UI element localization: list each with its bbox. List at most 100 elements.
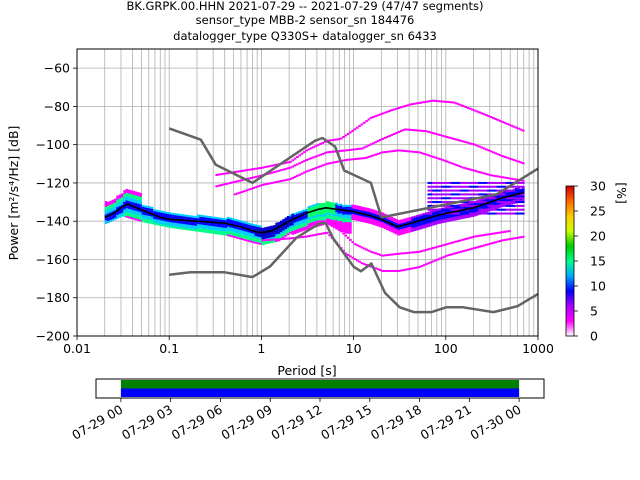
ppsd-cell [270,181,274,184]
ppsd-cell [302,226,306,229]
ppsd-cell [397,252,401,255]
ppsd-cell [226,224,230,227]
ppsd-cell [388,109,391,112]
ppsd-cell [360,218,364,221]
ppsd-cell [344,220,348,223]
ppsd-cell [185,222,189,225]
ppsd-cell [438,245,442,248]
ppsd-cell [201,224,205,227]
ppsd-cell [452,204,456,207]
ppsd-cell [284,161,288,164]
coverage-tick-label: 07-29 21 [418,402,474,443]
ppsd-cell [157,210,161,213]
ppsd-cell [450,241,454,244]
ppsd-cell [445,193,449,196]
ppsd-cell [519,185,523,188]
ppsd-cell [342,232,345,235]
ppsd-cell [462,203,465,206]
ppsd-cell [406,268,410,271]
ppsd-cell [362,209,366,212]
ppsd-cell [385,269,389,272]
ppsd-cell [344,218,348,221]
ppsd-cell [422,224,426,227]
ppsd-cell [286,167,290,170]
ppsd-cell [455,218,458,221]
ppsd-cell [358,217,361,220]
ppsd-cell [448,242,451,245]
ppsd-cell [127,208,131,211]
ppsd-cell [418,227,421,230]
ppsd-cell [284,227,288,230]
ppsd-cell [199,218,202,221]
ppsd-cell [328,215,331,218]
ppsd-cell [231,229,235,232]
ppsd-cell [505,230,509,233]
ppsd-cell [300,227,304,230]
ppsd-cell [494,175,497,178]
ppsd-cell [349,255,352,258]
ppsd-cell [422,130,426,133]
ppsd-cell [388,217,391,220]
ppsd-cell [215,218,218,221]
coverage-tick-label: 07-30 00 [467,402,523,443]
ppsd-cell [381,214,384,217]
ppsd-cell [494,232,497,235]
ppsd-cell [501,203,504,206]
ppsd-cell [155,209,159,212]
ppsd-cell [455,189,458,192]
ppsd-cell [296,174,299,177]
ppsd-cell [376,224,380,227]
ppsd-cell [316,210,320,213]
y-axis: −200−180−160−140−120−100−80−60 [36,61,77,344]
ppsd-cell [482,199,486,202]
ppsd-cell [132,204,136,207]
ppsd-cell [104,220,108,223]
ppsd-cell [468,204,472,207]
ppsd-cell [187,224,191,227]
ppsd-cell [243,223,246,226]
ppsd-cell [457,208,461,211]
ppsd-cell [436,100,440,103]
ppsd-cell [515,199,518,202]
ppsd-cell [316,218,320,221]
ppsd-cell [512,189,516,192]
ppsd-cell [390,133,394,136]
ppsd-cell [328,209,331,212]
ppsd-cell [413,225,417,228]
ppsd-cell [475,144,479,147]
ppsd-cell [411,103,414,106]
ppsd-cell [217,232,221,235]
ppsd-cell [406,104,410,107]
ppsd-cell [346,253,350,256]
ppsd-cell [162,218,165,221]
ppsd-cell [349,204,352,207]
ppsd-cell [220,229,223,232]
ppsd-cell [261,239,265,242]
ppsd-cell [328,218,331,221]
ppsd-cell [498,203,502,206]
ppsd-cell [314,217,318,220]
ppsd-cell [263,166,267,169]
ppsd-cell [137,201,140,204]
ppsd-cell [337,138,341,141]
ppsd-cell [229,221,232,224]
ppsd-cell [427,185,431,188]
ppsd-cell [277,169,281,172]
ppsd-cell [226,218,230,221]
ppsd-cell [291,227,295,230]
ppsd-cell [438,219,442,222]
ppsd-cell [153,218,156,221]
ppsd-cell [123,192,126,195]
ppsd-cell [196,214,200,217]
ppsd-cell [169,214,172,217]
ppsd-cell [309,214,313,217]
ppsd-cell [132,211,136,214]
ppsd-cell [450,197,454,200]
ppsd-cell [298,211,301,214]
ppsd-cell [132,198,136,201]
ppsd-cell [466,181,470,184]
ppsd-cell [162,220,165,223]
ppsd-cell [123,203,126,206]
x-tick-label: 0.01 [63,341,91,356]
ppsd-cell [215,224,218,227]
